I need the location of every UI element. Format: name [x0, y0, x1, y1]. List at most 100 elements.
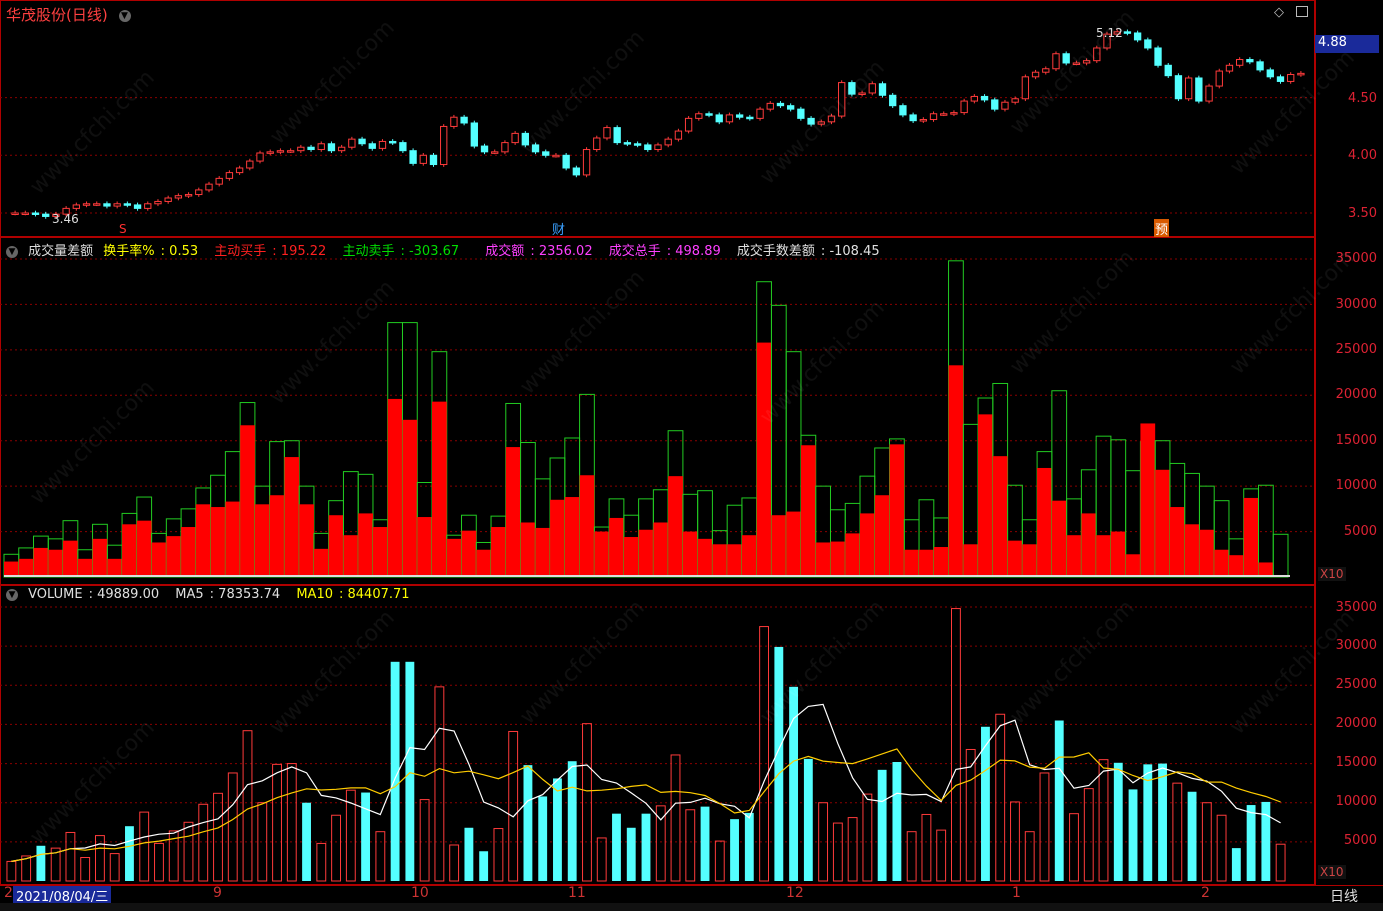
buy-volume-bar [1155, 469, 1170, 577]
volume-difference-chart[interactable] [0, 237, 1315, 585]
volume-bar-down [1261, 801, 1271, 881]
diamond-icon[interactable]: ◇ [1274, 5, 1284, 20]
candle-body [1093, 47, 1101, 62]
volume-bar-down [405, 661, 415, 881]
buy-volume-bar [653, 522, 669, 577]
volume-chart[interactable] [0, 585, 1315, 885]
x-month-11: 11 [568, 885, 586, 901]
current-price-tag: 4.88 [1315, 35, 1379, 53]
candle-body [307, 146, 315, 151]
buy-volume-bar [1066, 535, 1082, 577]
price-axis [1315, 0, 1383, 237]
volume-bar-up [154, 842, 164, 882]
buy-volume-bar [417, 517, 432, 577]
volume-bar-up [434, 686, 445, 882]
period-label[interactable]: 日线 [1330, 889, 1358, 905]
candle-body [1246, 59, 1254, 63]
candle-body [1042, 68, 1050, 73]
volume-pane[interactable] [0, 585, 1315, 885]
buy-volume-bar [668, 476, 683, 577]
volume-bar-down [700, 806, 710, 881]
buy-volume-bar [18, 558, 34, 577]
buy-volume-bar [77, 558, 93, 577]
vol-ytick-15000: 15000 [1335, 755, 1377, 770]
marker-forecast[interactable]: 预 [1154, 219, 1170, 238]
volume-bar-up [227, 772, 238, 882]
volume-bar-down [125, 826, 134, 881]
volume-bar-up [1216, 814, 1227, 882]
buy-volume-bar [195, 504, 211, 577]
volume-bar-up [493, 828, 504, 882]
window-icon[interactable] [1296, 6, 1308, 17]
candle-body [562, 154, 570, 169]
volume-bar-up [198, 803, 209, 882]
indicator-axis [1315, 237, 1383, 585]
stock-title-bar: 华茂股份(日线) ▼ [6, 4, 137, 25]
volume-bar-down [877, 769, 887, 881]
candle-body [593, 137, 601, 151]
volume-bar-up [936, 829, 947, 882]
buy-volume-bar [978, 414, 993, 577]
vol-ytick-10000: 10000 [1335, 794, 1377, 809]
candle-body [460, 116, 468, 124]
ind-ytick-5000: 5000 [1343, 524, 1377, 539]
buy-volume-bar [63, 540, 78, 577]
candle-body [378, 140, 387, 149]
buy-volume-bar [933, 547, 949, 577]
indicator-pane[interactable] [0, 237, 1315, 585]
cursor-date[interactable]: 2021/08/04/三 [13, 886, 112, 905]
indicator-header: ▼ 成交量差额 换手率%: 0.53 主动买手: 195.22 主动卖手: -3… [6, 240, 892, 259]
candle-body [113, 203, 121, 207]
volume-bar-up [670, 754, 681, 882]
total-volume-bar [1272, 533, 1289, 578]
buy-volume-bar [92, 538, 108, 577]
chevron-down-icon[interactable]: ▼ [118, 9, 131, 22]
candle-body [715, 114, 723, 123]
candle-body [878, 83, 887, 96]
buy-volume-bar [402, 419, 418, 577]
candle-body [266, 151, 274, 154]
candle-body [1011, 98, 1019, 103]
buy-volume-bar [830, 541, 846, 577]
candle-body [858, 92, 866, 95]
ma10-item: MA10: 84407.71 [296, 587, 410, 602]
price-ytick-1: 4.50 [1348, 91, 1377, 106]
candle-body [154, 200, 162, 205]
candlestick-chart[interactable] [0, 0, 1315, 237]
vol-ytick-30000: 30000 [1335, 638, 1377, 653]
buy-volume-bar [963, 544, 979, 577]
marker-finance[interactable]: 财 [552, 223, 566, 238]
candle-body [1082, 60, 1091, 64]
bottom-toolbar[interactable] [0, 903, 1383, 911]
volume-bar-down [1246, 805, 1256, 881]
volume-bar-up [65, 831, 76, 882]
candle-body [480, 145, 489, 153]
buy-volume-bar [638, 529, 654, 577]
chevron-down-icon[interactable]: ▼ [6, 245, 18, 258]
chevron-down-icon[interactable]: ▼ [6, 588, 18, 601]
buy-volume-bar [623, 537, 639, 577]
volume-bar-down [892, 762, 902, 881]
buy-volume-bar [579, 475, 595, 577]
candle-body [62, 207, 70, 215]
buy-volume-bar [1258, 562, 1274, 577]
volume-bar-up [596, 837, 607, 882]
indicator-item-total-lots: 成交总手: 498.89 [608, 244, 721, 259]
vol-ytick-5000: 5000 [1343, 833, 1377, 848]
candle-body [1184, 77, 1193, 100]
buy-volume-bar [1214, 549, 1229, 577]
candle-body [93, 203, 101, 206]
price-ytick-2: 4.00 [1348, 148, 1377, 163]
buy-volume-bar [992, 456, 1008, 577]
volume-bar-down [981, 726, 990, 881]
candle-body [82, 203, 91, 206]
high-price-label: 5.12 [1096, 26, 1123, 40]
candle-body [11, 212, 19, 215]
marker-s[interactable]: S [119, 222, 127, 236]
candle-body [970, 95, 979, 102]
volume-bar-up [183, 821, 194, 882]
volume-item: VOLUME: 49889.00 [28, 587, 160, 602]
buy-volume-bar [166, 536, 182, 577]
volume-bar-up [508, 730, 519, 882]
price-pane[interactable] [0, 0, 1315, 237]
